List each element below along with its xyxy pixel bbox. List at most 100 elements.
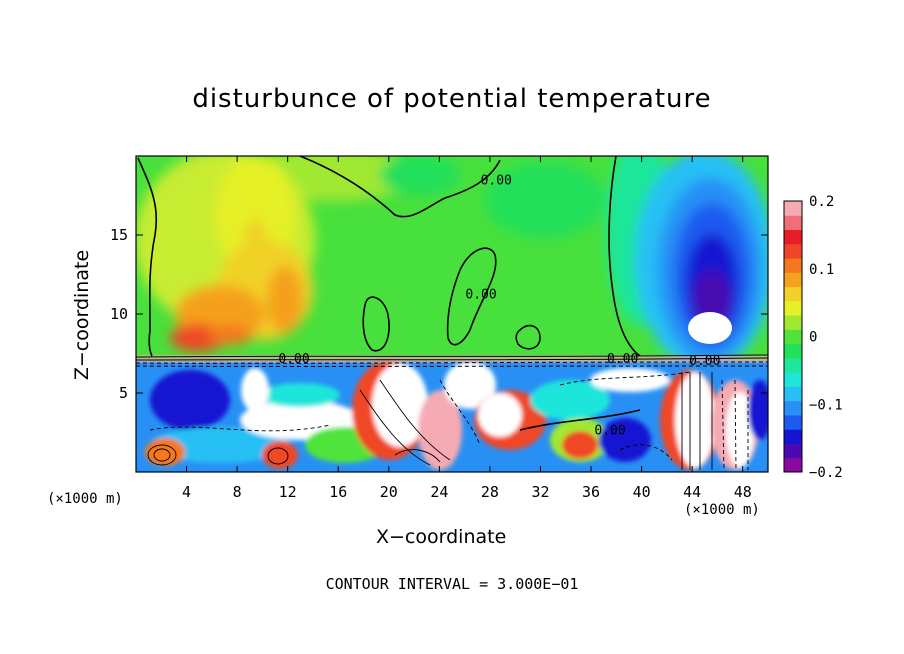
x-tick-label: 12	[279, 483, 297, 501]
upper-field-clip-region	[688, 312, 732, 344]
contour-line	[681, 372, 713, 470]
colorbar-swatch	[784, 343, 802, 359]
x-tick-label: 8	[233, 483, 242, 501]
lower-field-region	[590, 368, 670, 392]
x-tick-label: 20	[380, 483, 398, 501]
contour-label: 0.00	[481, 174, 512, 189]
colorbar-swatch	[784, 215, 802, 231]
contour-line	[515, 324, 541, 350]
upper-field-shading	[136, 156, 768, 370]
lower-field-region	[726, 392, 754, 468]
y-tick-label: 15	[110, 226, 128, 244]
colorbar-swatch	[784, 315, 802, 330]
zero-contours	[137, 156, 641, 357]
contour-labels: 0.00 0.00 0.00 0.00 0.00 0.00	[278, 174, 720, 439]
upper-field-region	[380, 156, 460, 195]
contour-line	[359, 389, 431, 466]
lower-field-region	[599, 418, 651, 462]
contour-line	[379, 379, 451, 461]
colorbar-frame	[783, 200, 803, 473]
contour-line	[137, 157, 158, 357]
colorbar-swatch	[784, 386, 802, 402]
x-tick-label: 16	[329, 483, 347, 501]
colorbar-swatch	[784, 243, 802, 259]
colorbar: 0.2 0.1 0 −0.1 −0.2	[783, 194, 843, 481]
colorbar-swatch	[784, 258, 802, 273]
lower-field-region	[150, 427, 290, 463]
colorbar-tick-label: 0.1	[809, 262, 834, 278]
x-tick-label: 40	[633, 483, 651, 501]
interface-band	[136, 355, 768, 363]
x-tick-label: 28	[481, 483, 499, 501]
lower-field-region	[150, 370, 230, 430]
upper-field-region	[267, 266, 303, 334]
contour-line	[721, 379, 749, 471]
contour-label: 0.00	[689, 354, 720, 369]
colorbar-swatch	[784, 329, 802, 345]
colorbar-swatch	[784, 400, 802, 416]
lower-field-region	[530, 380, 610, 420]
lower-field-region	[262, 441, 298, 469]
lower-field-region	[444, 361, 496, 409]
lower-field-region	[478, 393, 522, 437]
x-axis-label: X−coordinate	[376, 526, 507, 548]
contour-line	[446, 247, 497, 346]
x-tick-label: 36	[582, 483, 600, 501]
colorbar-swatch	[784, 457, 802, 473]
x-tick-label: 4	[182, 483, 191, 501]
colorbar-tick-label: 0	[809, 330, 817, 346]
contour-line	[149, 424, 331, 432]
upper-field-region	[485, 162, 605, 238]
contour-line	[362, 296, 390, 352]
colorbar-swatch	[784, 443, 802, 459]
contour-line	[299, 156, 501, 218]
colorbar-tick-label: −0.1	[809, 397, 843, 413]
contour-label: 0.00	[607, 352, 638, 367]
x-tick-label: 32	[531, 483, 549, 501]
x-unit-left: (×1000 m)	[47, 491, 123, 507]
y-tick-label: 5	[119, 384, 128, 402]
contour-label: 0.00	[465, 287, 496, 302]
x-unit-right: (×1000 m)	[684, 502, 760, 518]
contour-label: 0.00	[278, 352, 309, 367]
lower-field-region	[145, 438, 185, 466]
upper-field-region	[208, 325, 252, 345]
contour-line	[136, 361, 768, 364]
contour-line	[559, 371, 691, 386]
chart-title: disturbunce of potential temperature	[192, 84, 712, 114]
colorbar-swatch	[784, 286, 802, 302]
contour-line	[136, 354, 768, 358]
contour-line	[153, 448, 171, 462]
x-tick-label: 48	[734, 483, 752, 501]
upper-field-region	[243, 218, 267, 262]
contour-line	[439, 379, 481, 446]
lower-field-region	[241, 368, 269, 412]
contour-line	[136, 357, 768, 361]
lower-field-region	[418, 390, 462, 470]
contour-line	[267, 447, 289, 465]
y-axis-ticks: 5 10 15	[110, 226, 768, 402]
colorbar-swatch	[784, 272, 802, 288]
colorbar-tick-label: −0.2	[809, 465, 843, 481]
colorbar-swatch	[784, 201, 802, 216]
contour-line	[608, 156, 641, 357]
lower-field-region	[675, 372, 715, 468]
y-tick-label: 10	[110, 305, 128, 323]
contour-line	[619, 444, 673, 461]
interface-contours	[136, 354, 768, 367]
colorbar-swatch	[784, 300, 802, 316]
x-tick-label: 44	[683, 483, 701, 501]
lower-field-region	[748, 380, 768, 440]
lower-contours	[147, 371, 749, 471]
contour-interval-note: CONTOUR INTERVAL = 3.000E−01	[325, 575, 579, 593]
colorbar-swatch	[784, 229, 802, 245]
x-tick-label: 24	[430, 483, 448, 501]
colorbar-swatch	[784, 429, 802, 444]
x-axis-ticks: 4 8 12 16 20 24 28 32 36 40 44 48	[182, 156, 752, 501]
lower-field-region	[260, 383, 340, 407]
colorbar-tick-label: 0.2	[809, 194, 834, 210]
colorbar-swatch	[784, 372, 802, 387]
contour-label: 0.00	[594, 423, 625, 438]
colorbar-swatch	[784, 414, 802, 430]
